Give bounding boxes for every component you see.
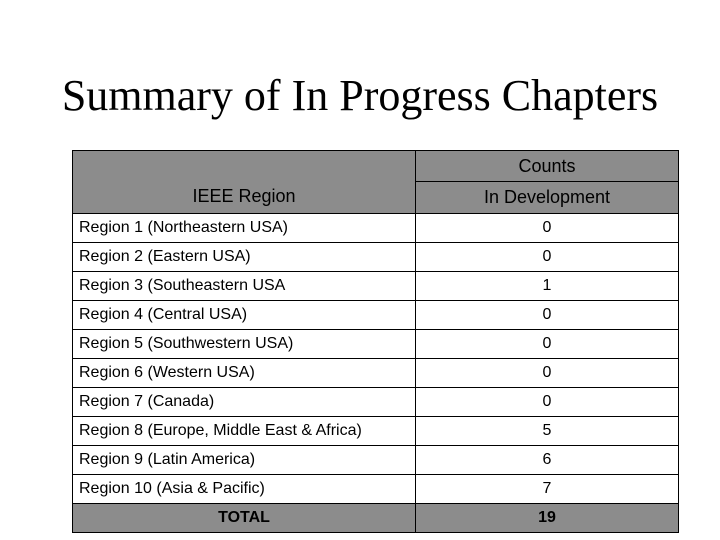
- region-count: 0: [415, 387, 679, 417]
- region-name: Region 9 (Latin America): [72, 445, 416, 475]
- table-row: Region 6 (Western USA) 0: [72, 358, 679, 388]
- header-in-development: In Development: [415, 181, 679, 214]
- region-count: 7: [415, 474, 679, 504]
- region-count: 0: [415, 358, 679, 388]
- region-count: 0: [415, 242, 679, 272]
- region-count: 0: [415, 329, 679, 359]
- region-name: Region 8 (Europe, Middle East & Africa): [72, 416, 416, 446]
- region-name: Region 5 (Southwestern USA): [72, 329, 416, 359]
- header-counts: Counts: [415, 150, 679, 182]
- region-count: 0: [415, 213, 679, 243]
- table-row: Region 1 (Northeastern USA) 0: [72, 213, 679, 243]
- table-row: Region 5 (Southwestern USA) 0: [72, 329, 679, 359]
- region-name: Region 6 (Western USA): [72, 358, 416, 388]
- total-row: TOTAL 19: [72, 503, 679, 533]
- chapters-table: IEEE Region Counts In Development Region…: [72, 150, 679, 533]
- region-count: 0: [415, 300, 679, 330]
- header-region: IEEE Region: [72, 150, 416, 214]
- page-title: Summary of In Progress Chapters: [61, 71, 659, 120]
- total-value: 19: [415, 503, 679, 533]
- region-name: Region 1 (Northeastern USA): [72, 213, 416, 243]
- table-row: Region 4 (Central USA) 0: [72, 300, 679, 330]
- table-row: Region 2 (Eastern USA) 0: [72, 242, 679, 272]
- region-name: Region 4 (Central USA): [72, 300, 416, 330]
- region-count: 5: [415, 416, 679, 446]
- region-name: Region 7 (Canada): [72, 387, 416, 417]
- total-label: TOTAL: [72, 503, 416, 533]
- region-name: Region 3 (Southeastern USA: [72, 271, 416, 301]
- table-row: Region 10 (Asia & Pacific) 7: [72, 474, 679, 504]
- table-row: Region 8 (Europe, Middle East & Africa) …: [72, 416, 679, 446]
- table-row: Region 7 (Canada) 0: [72, 387, 679, 417]
- region-count: 1: [415, 271, 679, 301]
- region-count: 6: [415, 445, 679, 475]
- table-row: Region 3 (Southeastern USA 1: [72, 271, 679, 301]
- region-name: Region 10 (Asia & Pacific): [72, 474, 416, 504]
- table-row: Region 9 (Latin America) 6: [72, 445, 679, 475]
- region-name: Region 2 (Eastern USA): [72, 242, 416, 272]
- header-row: IEEE Region Counts: [72, 150, 679, 214]
